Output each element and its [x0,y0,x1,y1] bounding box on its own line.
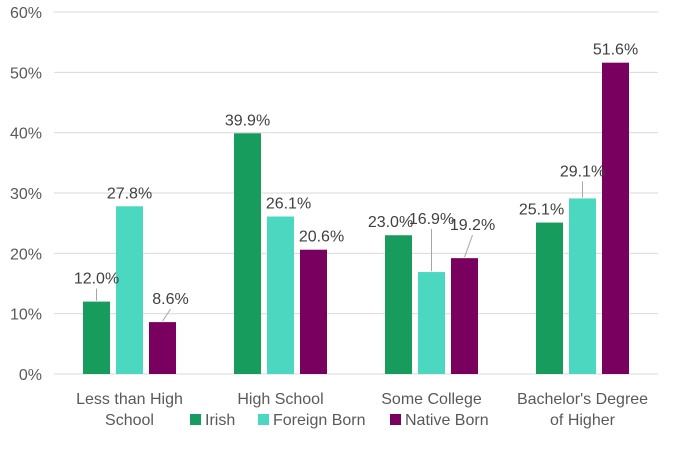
y-tick-label: 40% [10,126,42,143]
category-label: Some College [381,391,482,408]
bar-foreign-born [267,216,294,374]
y-axis-ticks: 0% 10% 20% 30% 40% 50% 60% [10,5,42,384]
bar-irish [234,133,261,374]
data-labels: 12.0% 27.8% 8.6% 39.9% 26.1% 20.6% 23.0%16.9%1… [74,42,638,308]
bars [83,62,629,375]
data-label: 8.6% [152,291,188,308]
category-label-line: Bachelor's Degree [517,391,648,408]
data-label: 20.6% [299,229,344,246]
data-label: 39.9% [225,112,270,129]
bar-native-born [451,258,478,374]
bar-foreign-born [418,272,445,374]
data-label: 27.8% [107,185,152,202]
category-label: Bachelor's Degree of Higher [517,391,648,429]
legend-swatch [190,414,201,425]
category-label-line: School [105,412,154,429]
bar-foreign-born [116,206,143,374]
data-label: 23.0% [368,214,413,231]
y-tick-label: 30% [10,186,42,203]
legend-label: Irish [205,412,235,429]
bar-native-born [602,62,629,375]
bar-native-born [300,249,327,374]
data-label: 25.1% [519,202,564,219]
legend-label: Native Born [405,412,489,429]
legend-label: Foreign Born [273,412,366,429]
bar-irish [385,235,412,374]
category-label-line: Some College [381,391,482,408]
category-label: Less than High School [76,391,183,429]
category-label-line: of Higher [550,412,616,429]
grid-lines [54,11,658,375]
label-leader-line [162,308,171,322]
data-label: 19.2% [450,217,495,234]
data-label: 12.0% [74,271,119,288]
category-label: High School [237,391,323,408]
data-label: 51.6% [593,42,638,59]
legend-swatch [258,414,269,425]
bar-irish [83,301,110,374]
y-tick-label: 10% [10,307,42,324]
x-axis-categories: Less than High School High School Some Coll… [76,391,648,429]
bar-native-born [149,322,176,374]
bar-irish [536,222,563,374]
category-label-line: High School [237,391,323,408]
y-tick-label: 20% [10,246,42,263]
y-tick-label: 60% [10,5,42,22]
legend-swatch [390,414,401,425]
label-leader-line [464,234,473,258]
bar-foreign-born [569,198,596,374]
data-label: 29.1% [560,163,605,180]
category-label-line: Less than High [76,391,183,408]
label-leaders [96,181,583,322]
legend: Irish Foreign Born Native Born [190,412,489,429]
data-label: 26.1% [266,196,311,213]
y-tick-label: 0% [19,367,42,384]
y-tick-label: 50% [10,65,42,82]
data-label: 16.9% [409,211,454,228]
